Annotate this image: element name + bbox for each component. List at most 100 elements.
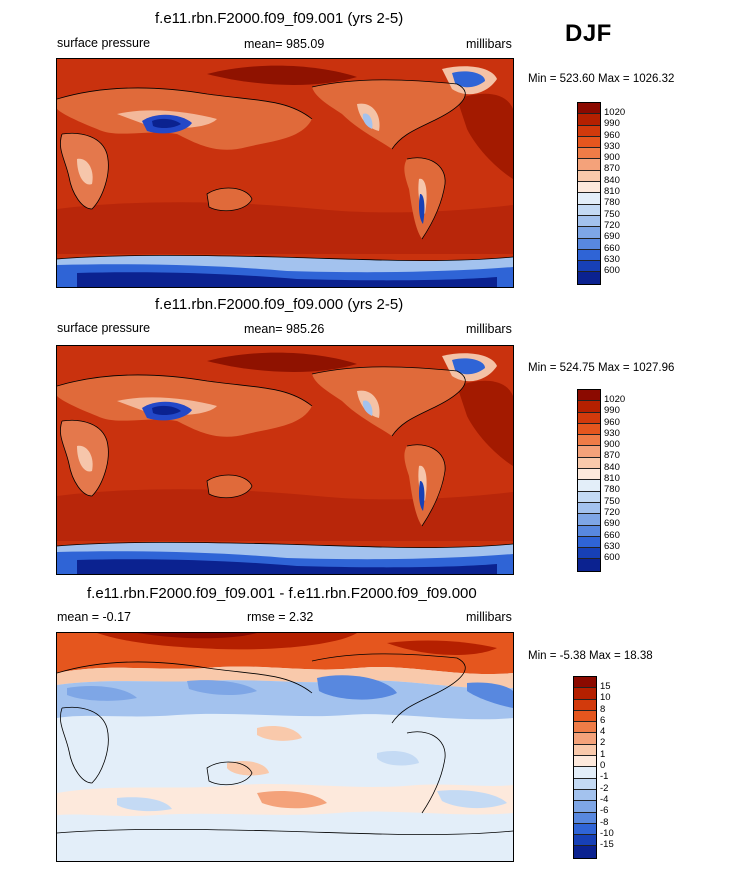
colorbar-label: 990 bbox=[604, 405, 620, 417]
colorbar-label: 660 bbox=[604, 529, 620, 541]
colorbar-swatch bbox=[578, 525, 600, 537]
colorbar-label: 1020 bbox=[604, 394, 626, 405]
colorbar-swatch bbox=[578, 514, 600, 526]
colorbar-swatch bbox=[578, 215, 600, 228]
panel-2-units-label: millibars bbox=[466, 322, 512, 336]
colorbar-swatch bbox=[574, 756, 596, 768]
colorbar-swatch bbox=[574, 846, 596, 858]
colorbar-label: 0 bbox=[600, 760, 606, 772]
colorbar-label: 2 bbox=[600, 737, 606, 749]
colorbar-label: -1 bbox=[600, 771, 609, 783]
colorbar-swatch bbox=[578, 435, 600, 447]
colorbar-swatch bbox=[578, 159, 600, 171]
season-label: DJF bbox=[565, 20, 612, 47]
colorbar-swatch bbox=[578, 548, 600, 560]
colorbar-label: -15 bbox=[600, 839, 614, 851]
colorbar-swatch bbox=[578, 114, 600, 126]
colorbar-swatch bbox=[574, 801, 596, 813]
panel-2-minmax: Min = 524.75 Max = 1027.96 bbox=[528, 362, 675, 374]
panel-1-units-label: millibars bbox=[466, 37, 512, 51]
panel-2-variable-label: surface pressure bbox=[57, 321, 151, 335]
colorbar-label: -10 bbox=[600, 827, 614, 839]
colorbar-swatch bbox=[578, 272, 600, 284]
colorbar-swatch bbox=[578, 193, 600, 205]
colorbar-label: 630 bbox=[604, 540, 620, 552]
panel-2-colorbar-labels: 1020 990 960 930 900 870 840 810 780 750 720 690 660… bbox=[604, 394, 626, 564]
colorbar-swatch bbox=[578, 261, 600, 273]
colorbar-swatch bbox=[578, 238, 600, 250]
colorbar-label: 960 bbox=[604, 129, 620, 141]
colorbar-swatch bbox=[578, 148, 600, 160]
colorbar-label: 10 bbox=[600, 692, 611, 704]
colorbar-label: 990 bbox=[604, 118, 620, 130]
colorbar-swatch bbox=[574, 778, 596, 790]
colorbar-swatch bbox=[578, 502, 600, 515]
colorbar-label: 960 bbox=[604, 416, 620, 428]
colorbar-label: 870 bbox=[604, 450, 620, 462]
colorbar-label: 15 bbox=[600, 681, 611, 692]
panel-3-mean-label: mean = -0.17 bbox=[57, 610, 132, 624]
colorbar-swatch bbox=[574, 767, 596, 779]
colorbar-label: 750 bbox=[604, 208, 620, 220]
colorbar-label: -6 bbox=[600, 805, 609, 817]
colorbar-label: 1020 bbox=[604, 107, 626, 118]
panel-3-rmse-label: rmse = 2.32 bbox=[247, 610, 314, 624]
colorbar-swatch bbox=[578, 182, 600, 194]
colorbar-label: 8 bbox=[600, 703, 606, 715]
colorbar-swatch bbox=[578, 536, 600, 549]
colorbar-label: -2 bbox=[600, 782, 609, 794]
colorbar-swatch bbox=[574, 688, 596, 700]
colorbar-label: 900 bbox=[604, 152, 620, 164]
colorbar-swatch bbox=[578, 204, 600, 216]
panel-3-units-label: millibars bbox=[466, 610, 512, 624]
colorbar-label: 690 bbox=[604, 231, 620, 243]
colorbar-label: 780 bbox=[604, 197, 620, 209]
colorbar-swatch bbox=[574, 733, 596, 745]
colorbar-label: 930 bbox=[604, 140, 620, 152]
colorbar-label: 870 bbox=[604, 163, 620, 175]
panel-3-colorbar-labels: 15 10 8 6 4 2 1 0 -1 -2 -4 -6 -8 -10 -15 bbox=[600, 681, 614, 851]
colorbar-swatch bbox=[578, 446, 600, 458]
colorbar-swatch bbox=[574, 699, 596, 711]
panel-1-colorbar bbox=[577, 102, 601, 285]
colorbar-swatch bbox=[574, 812, 596, 824]
colorbar-label: -8 bbox=[600, 816, 609, 828]
colorbar-swatch bbox=[574, 835, 596, 847]
panel-2-map bbox=[56, 345, 514, 575]
colorbar-swatch bbox=[578, 170, 600, 183]
colorbar-label: 660 bbox=[604, 242, 620, 254]
panel-1-title: f.e11.rbn.F2000.f09_f09.001 (yrs 2-5) bbox=[155, 10, 404, 27]
colorbar-swatch bbox=[574, 823, 596, 836]
colorbar-swatch bbox=[574, 744, 596, 757]
colorbar-swatch bbox=[578, 491, 600, 503]
panel-3-map bbox=[56, 632, 514, 862]
panel-2-colorbar bbox=[577, 389, 601, 572]
panel-2-title: f.e11.rbn.F2000.f09_f09.000 (yrs 2-5) bbox=[155, 296, 404, 313]
panel-3-title: f.e11.rbn.F2000.f09_f09.001 - f.e11.rbn.… bbox=[87, 585, 477, 602]
colorbar-swatch bbox=[578, 136, 600, 149]
panel-1-map bbox=[56, 58, 514, 288]
colorbar-swatch bbox=[578, 401, 600, 413]
panel-1-minmax: Min = 523.60 Max = 1026.32 bbox=[528, 73, 675, 85]
colorbar-swatch bbox=[578, 423, 600, 436]
panel-1-variable-label: surface pressure bbox=[57, 36, 151, 50]
colorbar-swatch bbox=[574, 710, 596, 723]
panel-2-mean-label: mean= 985.26 bbox=[244, 322, 325, 336]
colorbar-label: 4 bbox=[600, 726, 606, 738]
colorbar-label: 720 bbox=[604, 506, 620, 518]
colorbar-swatch bbox=[578, 457, 600, 470]
colorbar-label: 720 bbox=[604, 219, 620, 231]
colorbar-label: 1 bbox=[600, 748, 606, 760]
colorbar-label: 900 bbox=[604, 439, 620, 451]
colorbar-label: 780 bbox=[604, 484, 620, 496]
colorbar-label: 690 bbox=[604, 518, 620, 530]
colorbar-swatch bbox=[574, 677, 596, 689]
colorbar-swatch bbox=[578, 227, 600, 239]
colorbar-swatch bbox=[574, 789, 596, 802]
colorbar-swatch bbox=[578, 469, 600, 481]
panel-3-colorbar bbox=[573, 676, 597, 859]
colorbar-label: 930 bbox=[604, 427, 620, 439]
colorbar-label: 810 bbox=[604, 186, 620, 198]
colorbar-swatch bbox=[578, 390, 600, 402]
colorbar-swatch bbox=[578, 249, 600, 262]
